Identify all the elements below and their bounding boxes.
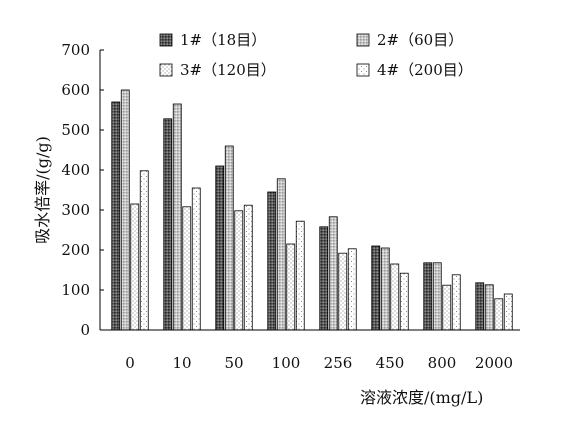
y-tick-label: 200	[61, 241, 90, 259]
x-tick-label: 0	[125, 354, 135, 372]
bar-series-4-450	[399, 272, 409, 331]
bar-series-2-256	[328, 216, 338, 331]
bar-series-2-450	[380, 247, 390, 331]
bar-series-1-0	[111, 101, 121, 331]
bar-series-3-2000	[494, 298, 504, 331]
legend-swatch-series-2	[356, 33, 370, 47]
y-tick-label: 0	[80, 321, 90, 339]
bar-series-3-10	[182, 206, 192, 331]
x-tick-label: 2000	[475, 354, 513, 372]
bar-series-3-450	[390, 263, 400, 331]
bar-series-3-100	[286, 243, 296, 331]
y-axis-label: 吸水倍率/(g/g)	[33, 136, 52, 244]
bar-series-4-800	[451, 274, 461, 331]
bar-series-4-0	[139, 170, 149, 331]
x-tick-label: 800	[428, 354, 457, 372]
x-tick-label: 256	[324, 354, 353, 372]
bar-series-2-800	[432, 262, 442, 331]
bars-layer	[111, 89, 513, 331]
bar-series-1-800	[423, 262, 433, 331]
legend-label-series-3: 3#（120目）	[180, 61, 276, 79]
legend-label-series-1: 1#（18目）	[180, 31, 266, 49]
x-tick-label: 50	[224, 354, 243, 372]
bar-series-2-0	[120, 89, 130, 331]
legend-label-series-4: 4#（200目）	[377, 61, 473, 79]
bar-series-3-800	[442, 284, 452, 331]
bar-series-4-100	[295, 220, 305, 331]
bar-series-3-256	[338, 252, 348, 331]
bar-series-4-50	[243, 204, 253, 331]
x-axis-ticks: 0 10 50 100 256 450 800 2000	[125, 354, 513, 372]
y-tick-label: 400	[61, 161, 90, 179]
y-tick-label: 700	[61, 41, 90, 59]
bar-series-2-2000	[484, 284, 494, 331]
bar-series-1-450	[371, 245, 381, 331]
bar-series-1-10	[163, 118, 173, 331]
legend: 1#（18目） 2#（60目） 3#（120目） 4#（200目）	[159, 31, 473, 79]
y-tick-label: 600	[61, 81, 90, 99]
bar-series-1-2000	[475, 282, 485, 331]
bar-series-1-50	[215, 165, 225, 331]
bar-series-4-256	[347, 248, 357, 331]
x-tick-label: 10	[172, 354, 191, 372]
y-axis-ticks: 0 100 200 300 400 500 600 700	[61, 41, 104, 339]
legend-swatch-series-3	[159, 63, 173, 77]
bar-series-2-50	[224, 145, 234, 331]
bar-series-2-10	[172, 103, 182, 331]
bar-series-2-100	[276, 178, 286, 331]
bar-series-1-256	[319, 226, 329, 331]
bar-series-3-0	[130, 203, 140, 331]
y-tick-label: 100	[61, 281, 90, 299]
legend-swatch-series-1	[159, 33, 173, 47]
bar-series-4-10	[191, 187, 201, 331]
x-axis-label: 溶液浓度/(mg/L)	[360, 388, 483, 407]
bar-series-1-100	[267, 191, 277, 331]
legend-label-series-2: 2#（60目）	[377, 31, 463, 49]
bar-series-4-2000	[503, 293, 513, 331]
x-tick-label: 100	[272, 354, 301, 372]
bar-series-3-50	[234, 210, 244, 331]
y-tick-label: 300	[61, 201, 90, 219]
legend-swatch-series-4	[356, 63, 370, 77]
y-tick-label: 500	[61, 121, 90, 139]
x-tick-label: 450	[376, 354, 405, 372]
